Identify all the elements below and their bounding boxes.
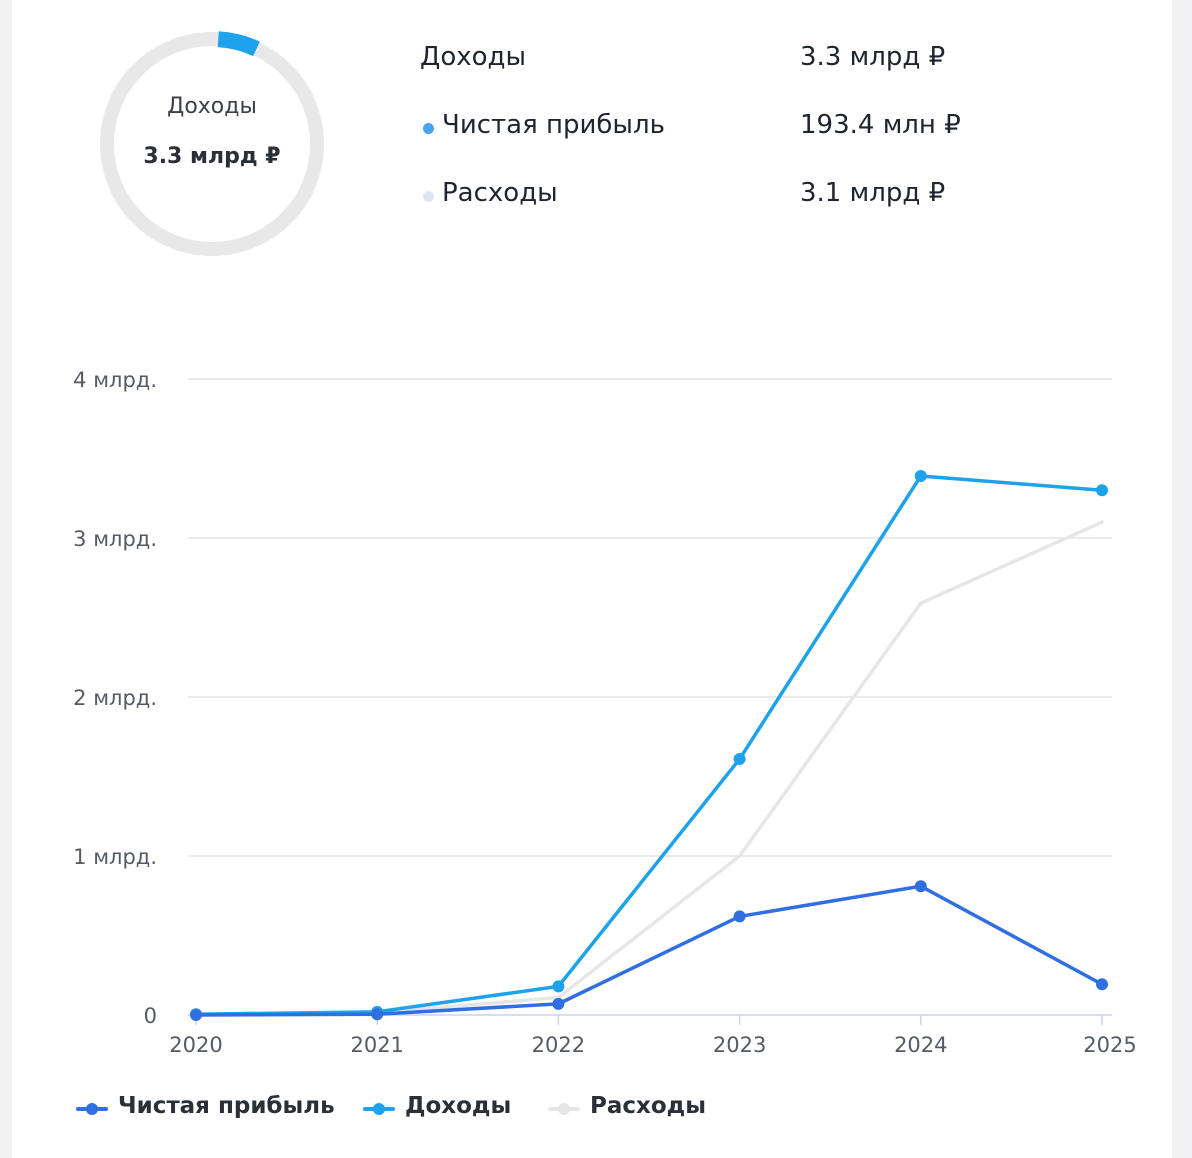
legend-label: Расходы <box>590 1093 707 1119</box>
donut-arc <box>217 31 260 57</box>
donut-value: 3.3 млрд ₽ <box>143 144 281 169</box>
stat-row-net-profit: Чистая прибыль 193.4 млн ₽ <box>420 110 1120 150</box>
series-line <box>194 884 1104 1017</box>
revenue-donut: Доходы 3.3 млрд ₽ <box>86 18 338 270</box>
donut-track <box>100 32 324 256</box>
data-point <box>733 753 746 766</box>
data-point <box>190 1009 202 1021</box>
stat-label: Чистая прибыль <box>442 110 665 140</box>
stat-label: Расходы <box>442 178 558 208</box>
donut-label: Доходы <box>167 94 257 119</box>
legend-label: Доходы <box>405 1093 512 1119</box>
data-point <box>914 469 927 482</box>
y-tick-label: 2 млрд. <box>73 686 157 710</box>
legend-swatch-dot <box>558 1103 570 1115</box>
net-profit-marker-dot <box>423 123 434 134</box>
y-tick-label: 4 млрд. <box>73 368 157 392</box>
y-tick-label: 0 <box>144 1004 157 1028</box>
data-point <box>733 910 746 923</box>
stat-value: 3.3 млрд ₽ <box>800 42 946 72</box>
x-tick-label: 2025 <box>1083 1033 1136 1057</box>
series-line <box>194 474 1104 1016</box>
stat-label: Доходы <box>420 42 527 72</box>
x-tick-label: 2022 <box>532 1033 585 1057</box>
donut-chart <box>100 31 324 256</box>
series-line <box>194 520 1104 1016</box>
data-point <box>914 880 927 893</box>
x-tick-label: 2023 <box>713 1033 766 1057</box>
legend-label: Чистая прибыль <box>118 1093 335 1119</box>
legend-swatch-dot <box>86 1103 98 1115</box>
stat-row-expenses: Расходы 3.1 млрд ₽ <box>420 178 1120 218</box>
data-point <box>552 980 565 993</box>
line-chart: 0 1 млрд. 2 млрд. 3 млрд. 4 млрд. 2020 2021 202… <box>73 368 1137 1057</box>
data-point <box>1096 484 1108 497</box>
y-tick-label: 3 млрд. <box>73 527 157 551</box>
x-tick-label: 2024 <box>894 1033 947 1057</box>
data-point <box>1096 978 1108 991</box>
data-point <box>371 1008 384 1021</box>
stat-value: 193.4 млн ₽ <box>800 110 961 140</box>
x-tick-label: 2020 <box>169 1033 222 1057</box>
data-point <box>552 997 565 1010</box>
stat-value: 3.1 млрд ₽ <box>800 178 946 208</box>
x-tick-label: 2021 <box>350 1033 403 1057</box>
y-tick-label: 1 млрд. <box>73 845 157 869</box>
legend-swatch-dot <box>373 1103 385 1115</box>
expenses-marker-dot <box>423 191 434 202</box>
stat-row-revenue: Доходы 3.3 млрд ₽ <box>420 42 1120 82</box>
